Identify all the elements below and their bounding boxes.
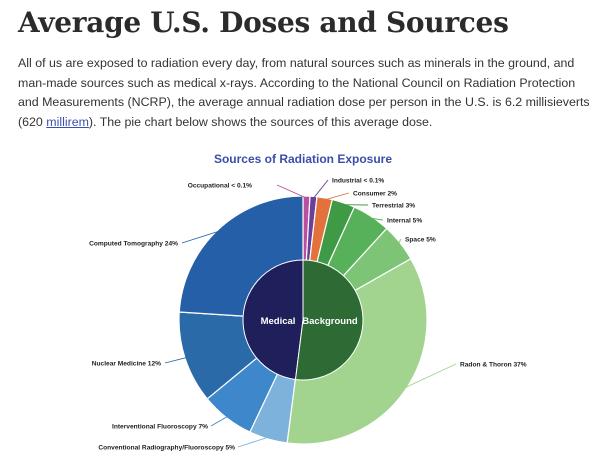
label-nuclear-medicine-12: Nuclear Medicine 12% xyxy=(92,360,161,367)
label-consumer-2: Consumer 2% xyxy=(353,190,397,197)
hub-background xyxy=(294,259,364,381)
label-computed-tomography-24: Computed Tomography 24% xyxy=(89,240,178,247)
hub-medical xyxy=(242,259,304,381)
label-internal-5: Internal 5% xyxy=(387,217,422,224)
leader-nuclear-medicine-12 xyxy=(164,357,188,364)
pie-chart: Sources of Radiation Exposure Medical Bac… xyxy=(89,152,527,451)
leader-space-5 xyxy=(397,238,402,245)
label-industrial-0-1: Industrial < 0.1% xyxy=(332,177,384,184)
leader-interventional-fluoroscopy-7 xyxy=(210,415,229,427)
leader-internal-5 xyxy=(370,217,384,221)
label-conventional-radiography-fluoroscopy-5: Conventional Radiography/Fluoroscopy 5% xyxy=(98,444,235,451)
leader-computed-tomography-24 xyxy=(181,230,220,244)
label-radon-thoron-37: Radon & Thoron 37% xyxy=(460,361,527,368)
slice-radon-thoron-37 xyxy=(286,257,428,445)
leader-occupational-0-1 xyxy=(276,184,307,199)
leader-industrial-0-1 xyxy=(312,179,329,199)
label-interventional-fluoroscopy-7: Interventional Fluoroscopy 7% xyxy=(112,423,208,430)
hub-label-background: Background xyxy=(302,316,358,327)
label-occupational-0-1: Occupational < 0.1% xyxy=(188,182,252,189)
intro-text: All of us are exposed to radiation every… xyxy=(18,56,590,129)
leader-lines xyxy=(164,179,457,448)
slice-labels: Occupational < 0.1% Industrial < 0.1% Cons… xyxy=(89,177,527,451)
label-terrestrial-3: Terrestrial 3% xyxy=(372,202,415,209)
chart-title: Sources of Radiation Exposure xyxy=(214,152,392,166)
millirem-link[interactable]: millirem xyxy=(46,114,89,129)
page-title: Average U.S. Doses and Sources xyxy=(18,6,509,39)
intro-text-end: ). The pie chart below shows the sources… xyxy=(88,114,433,129)
inner-ring: Medical Background xyxy=(242,259,364,381)
radiation-chart: Sources of Radiation Exposure Medical Bac… xyxy=(0,140,599,461)
intro-paragraph: All of us are exposed to radiation every… xyxy=(18,54,596,132)
leader-consumer-2 xyxy=(324,192,350,201)
label-space-5: Space 5% xyxy=(405,236,436,243)
hub-label-medical: Medical xyxy=(261,316,296,327)
leader-radon-thoron-37 xyxy=(404,363,457,389)
leader-conventional-radiography-fluoroscopy-5 xyxy=(237,436,269,448)
